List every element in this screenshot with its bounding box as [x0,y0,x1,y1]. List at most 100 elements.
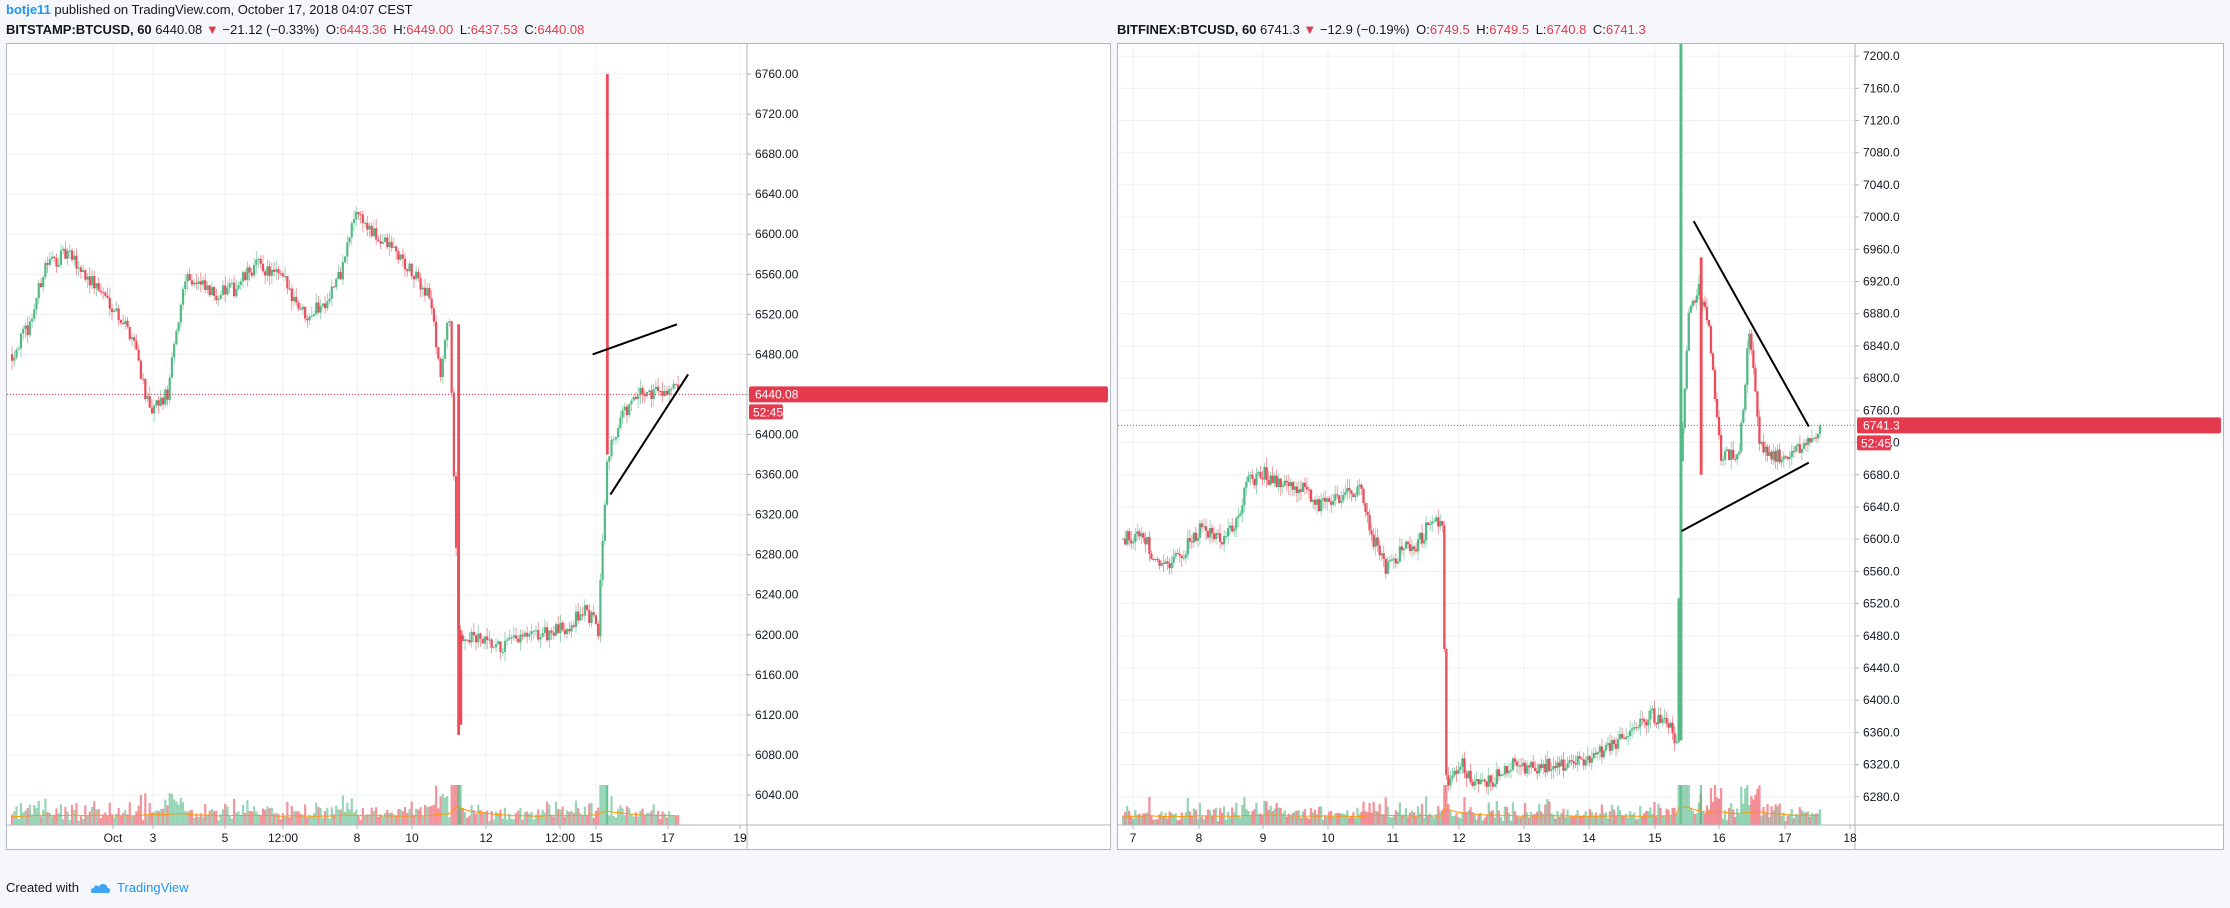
candle-body [1675,742,1678,744]
volume-bar [97,809,100,825]
volume-bar [15,806,18,825]
candle-body [1162,563,1165,565]
candle-body [68,250,71,252]
volume-bar [1703,813,1707,825]
volume-bar [288,817,291,825]
volume-bar [1572,817,1575,825]
candle-body [668,389,671,395]
volume-bar [1303,809,1307,825]
candle-body [1711,353,1715,370]
volume-bar [1667,809,1670,825]
candle-body [159,397,162,406]
candle-body [1734,458,1737,460]
chart-frame[interactable]: 6760.00 6720.00 6680.00 6640.00 6600.00 6560.… [6,43,1111,850]
volume-bar [335,805,338,825]
volume-bar [1251,811,1254,825]
volume-bar [110,814,114,825]
volume-bar [17,818,20,825]
candle-body [408,263,411,272]
time-tick-label: 12 [479,831,493,845]
volume-bar [11,814,14,825]
author-link[interactable]: botje11 [6,2,51,17]
time-tick-label: 10 [405,831,419,845]
chart-frame[interactable]: 7200.0 7160.0 7120.0 7080.0 7040.0 7000.0 6960… [1117,43,2224,850]
volume-bar [201,816,205,825]
volume-bar [1326,816,1329,825]
candle-body [1742,410,1745,423]
candle-body [1517,765,1521,767]
volume-bar [577,808,580,825]
candle-body [1340,500,1343,503]
volume-bar [1624,813,1628,825]
price-tick-label: 6880.0 [1863,307,1900,321]
volume-bar [1425,796,1428,825]
price-tick-label: 6840.0 [1863,339,1900,353]
candle-body [1160,563,1163,566]
symbol-name[interactable]: BITFINEX:BTCUSD, 60 [1117,22,1257,37]
candle-body [1453,770,1456,776]
symbol-name[interactable]: BITSTAMP:BTCUSD, 60 [6,22,152,37]
candle-body [1216,533,1220,535]
candle-body [1303,482,1307,488]
volume-bar [392,814,396,825]
volume-bar [412,814,416,825]
candle-body [572,625,575,627]
candle-body [135,340,138,350]
price-label-bg [1857,417,2221,434]
candle-body [1685,350,1688,389]
candle-body [1326,498,1329,502]
candle-body [474,635,478,643]
candle-body [11,354,14,361]
candle-body [30,318,34,322]
candlestick-chart[interactable]: 7200.0 7160.0 7120.0 7080.0 7040.0 7000.0 6960… [1118,44,2223,849]
candle-body [1590,758,1593,763]
price-tick-label: 6760.00 [755,67,799,81]
last-price: 6440.08 [155,22,203,37]
candle-body [1798,444,1801,453]
candle-body [590,612,593,623]
candle-body [1796,444,1799,446]
volume-bar [1190,815,1193,825]
candle-body [84,270,87,280]
volume-bar [466,817,469,825]
volume-bar [474,813,478,825]
candle-body [1220,542,1224,545]
candle-body [1380,553,1383,556]
volume-bar [248,810,251,825]
candle-body [1669,722,1672,728]
candle-body [1218,533,1222,543]
candle-body [1705,306,1709,321]
price-tick-label: 6240.00 [755,588,799,602]
volume-bar [1495,800,1498,825]
price-tick-label: 6560.00 [755,267,799,281]
candle-body [1788,456,1791,460]
candle-body [288,288,291,290]
price-tick-label: 6040.00 [755,788,799,802]
volume-bar [62,819,65,825]
volume-bar [1291,812,1294,825]
volume-bar [1124,811,1127,825]
price-tick-label: 7160.0 [1863,81,1900,95]
volume-bar [1627,817,1630,825]
volume-bar [1406,816,1410,825]
volume-bar [1760,816,1763,825]
candle-body [184,281,187,290]
volume-bar [1786,815,1789,825]
candle-body [1398,546,1402,562]
volume-bar [1321,819,1325,825]
volume-bar [1350,816,1353,825]
price-tick-label: 6160.00 [755,668,799,682]
tradingview-link[interactable]: TradingView [89,880,189,895]
volume-bar [1146,812,1149,825]
volume-bar [499,809,502,825]
candle-body [410,263,413,277]
countdown-label: 52:45 [1861,436,1891,450]
candle-body [501,651,504,653]
time-tick-label: 17 [1778,831,1792,845]
candlestick-chart[interactable]: 6760.00 6720.00 6680.00 6640.00 6600.00 6560.… [7,44,1110,849]
volume-bar [42,809,45,825]
candle-body [1136,531,1139,534]
candle-body [279,273,282,275]
candle-body [1463,758,1466,774]
volume-bar [50,816,54,825]
